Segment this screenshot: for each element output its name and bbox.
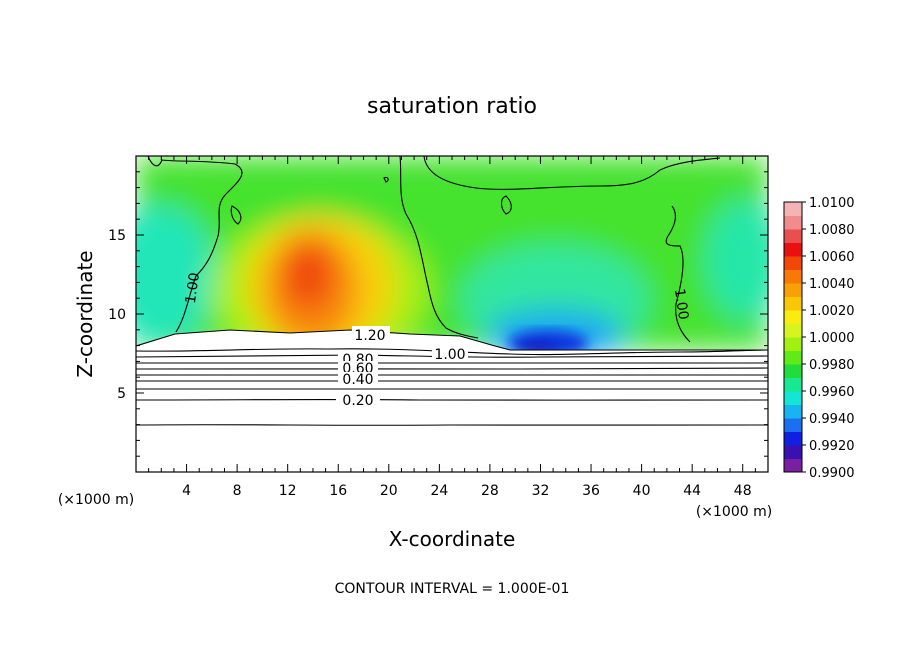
colorbar-swatch [784,418,802,432]
colorbar-tick-label: 1.0060 [809,250,855,265]
colorbar-swatch [784,242,802,257]
colorbar-swatch [784,404,802,419]
colorbar-tick-label: 0.9940 [809,412,855,427]
colorbar-swatch [784,458,802,473]
contour-interval-note: CONTOUR INTERVAL = 1.000E-01 [335,581,570,597]
colorbar-swatch [784,364,802,378]
x-tick-label: 16 [329,483,347,499]
y-axis-ticks: 5 10 15 [108,171,768,457]
colorbar-tick-label: 1.0080 [809,223,855,238]
x-tick-label: 44 [683,483,701,499]
colorbar-swatch [784,431,802,446]
x-axis-label: X-coordinate [389,527,516,551]
y-tick-label: 15 [108,228,126,244]
colorbar-tick-label: 0.9920 [809,439,855,454]
colorbar-swatch [784,202,802,216]
x-unit-right: (×1000 m) [696,504,772,520]
chart-title: saturation ratio [367,94,537,119]
x-unit-left: (×1000 m) [58,492,134,508]
x-tick-label: 12 [279,483,297,499]
colorbar-swatch [784,377,802,392]
colorbar-tick-label: 1.0100 [809,196,855,211]
x-tick-label: 20 [380,483,398,499]
colorbar-tick-label: 1.0000 [809,331,855,346]
colorbar: 1.0100 1.0080 1.0060 1.0040 1.0020 1.0000 0.99… [783,196,855,481]
colorbar-swatch [784,445,802,459]
contour-label: 1.00 [183,272,203,305]
contour-label: 1.20 [354,328,385,344]
contour-label: 1.00 [671,288,691,321]
x-tick-label: 36 [582,483,600,499]
colorbar-swatch [784,296,802,311]
x-tick-label: 32 [532,483,550,499]
colorbar-swatch [784,256,802,270]
colorbar-tick-label: 0.9980 [809,358,855,373]
colorbar-swatch [784,337,802,351]
contour-label: 0.20 [342,393,373,409]
contour-label: 1.00 [434,347,465,363]
x-tick-label: 8 [233,483,242,499]
y-tick-label: 5 [117,386,126,402]
colorbar-tick-label: 1.0020 [809,304,855,319]
x-tick-label: 48 [734,483,752,499]
colorbar-tick-label: 1.0040 [809,277,855,292]
y-axis-label: Z-coordinate [73,250,97,377]
colorbar-swatch [784,269,802,284]
colorbar-swatch [784,310,802,324]
y-tick-label: 10 [108,307,126,323]
colorbar-swatch [784,323,802,338]
contour-labels: 1.00 1.00 1.20 1.00 0.80 0.60 0.40 0.20 [183,272,691,409]
colorbar-tick-label: 0.9900 [809,466,855,481]
x-tick-label: 28 [481,483,499,499]
colorbar-swatch [784,283,802,297]
x-tick-label: 4 [182,483,191,499]
colorbar-tick-label: 0.9960 [809,385,855,400]
contour-label: 0.40 [342,372,373,388]
colorbar-swatch [784,215,802,230]
x-axis-ticks: 4 8 12 16 20 24 28 32 36 40 44 48 [148,156,756,499]
colorbar-swatch [784,391,802,405]
colorbar-swatch [784,229,802,243]
colorbar-swatch [784,350,802,365]
x-tick-label: 40 [633,483,651,499]
x-tick-label: 24 [430,483,448,499]
